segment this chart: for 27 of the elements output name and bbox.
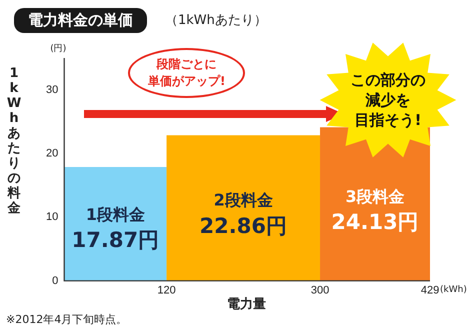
x-tick-label: 120	[157, 284, 176, 296]
text: ※2012年4月下旬時点。	[6, 312, 128, 327]
chart-title: 電力料金の単価	[14, 8, 147, 33]
data-label: 24.13円	[331, 210, 419, 234]
y-tick-label: 0	[52, 274, 58, 287]
annotation: 目指そう!	[354, 110, 422, 130]
speech-bubble: 段階ごとに 単価がアップ!	[128, 48, 246, 98]
x-tick-label: 300	[310, 284, 330, 296]
y-tick-label: 10	[46, 211, 58, 224]
starburst: この部分の 減少を 目指そう!	[318, 40, 458, 160]
annotation: 単価がアップ!	[148, 73, 226, 90]
x-tick-label: 429	[420, 284, 440, 296]
annotation: 2段料金	[214, 190, 273, 210]
text: 1kWhあたりの料金	[6, 66, 22, 216]
data-label: 17.87円	[72, 228, 160, 252]
text: (kWh)	[440, 284, 467, 295]
data-label: 22.86円	[200, 214, 287, 238]
chart-subtitle: （1kWhあたり）	[165, 12, 267, 29]
y-tick-label: 30	[46, 84, 58, 96]
y-tick-label: 20	[46, 148, 58, 160]
annotation: 段階ごとに	[155, 56, 218, 73]
annotation: 減少を	[364, 90, 412, 110]
annotation: 3段料金	[345, 186, 405, 206]
x-axis-title: 電力量	[227, 296, 266, 313]
annotation: 1段料金	[86, 204, 145, 224]
annotation: この部分の	[350, 70, 426, 90]
text: (円)	[50, 43, 66, 55]
